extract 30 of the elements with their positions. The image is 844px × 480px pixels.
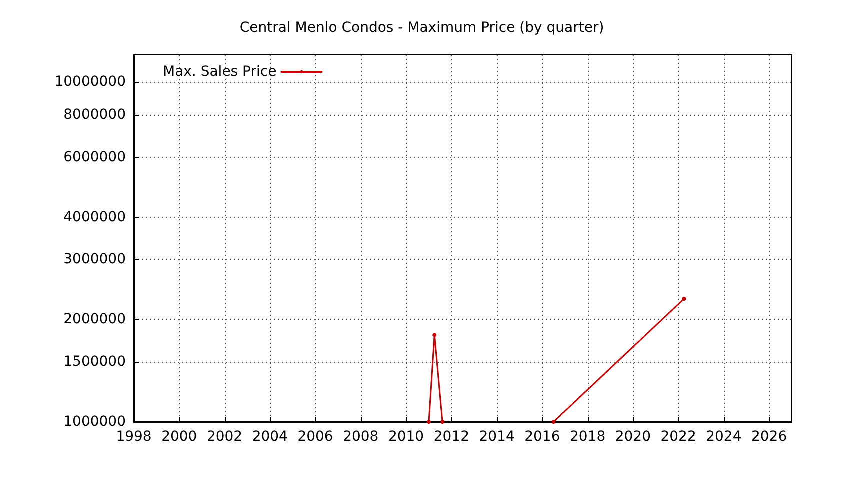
- x-tick-label: 2012: [434, 429, 470, 445]
- x-tick-label: 2022: [660, 429, 696, 445]
- x-tick-label: 2016: [524, 429, 560, 445]
- legend-label: Max. Sales Price: [162, 64, 277, 80]
- x-tick-label: 2006: [298, 429, 334, 445]
- y-tick-label: 1000000: [64, 414, 126, 430]
- x-tick-label: 2024: [706, 429, 742, 445]
- x-tick-label: 2020: [615, 429, 651, 445]
- point: [432, 333, 437, 338]
- y-tick-label: 1500000: [64, 354, 126, 370]
- x-tick-label: 2008: [343, 429, 379, 445]
- point: [440, 420, 445, 424]
- x-tick-label: 2026: [751, 429, 788, 445]
- point: [682, 296, 686, 301]
- y-tick-label: 2000000: [64, 312, 126, 328]
- x-tick-label: 2000: [162, 429, 198, 445]
- chart-title: Central Menlo Condos - Maximum Price (by quarter): [240, 20, 604, 36]
- point: [552, 420, 556, 424]
- x-tick-label: 2014: [479, 429, 515, 445]
- y-tick-label: 3000000: [64, 252, 126, 268]
- y-tick-label: 6000000: [64, 149, 126, 166]
- y-tick-label: 4000000: [64, 209, 126, 226]
- y-tick-label: 10000000: [54, 74, 126, 90]
- x-tick-label: 1998: [116, 429, 152, 445]
- y-tick-label: 8000000: [64, 106, 126, 123]
- point: [426, 420, 431, 424]
- x-tick-label: 2004: [252, 429, 288, 445]
- x-tick-label: 2002: [206, 429, 243, 445]
- x-tick-label: 2018: [570, 429, 606, 445]
- x-tick-label: 2010: [388, 429, 424, 445]
